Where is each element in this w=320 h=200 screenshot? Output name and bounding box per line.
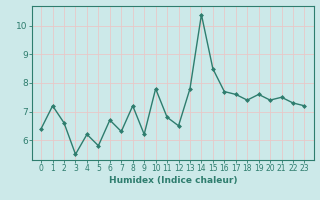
X-axis label: Humidex (Indice chaleur): Humidex (Indice chaleur) — [108, 176, 237, 185]
